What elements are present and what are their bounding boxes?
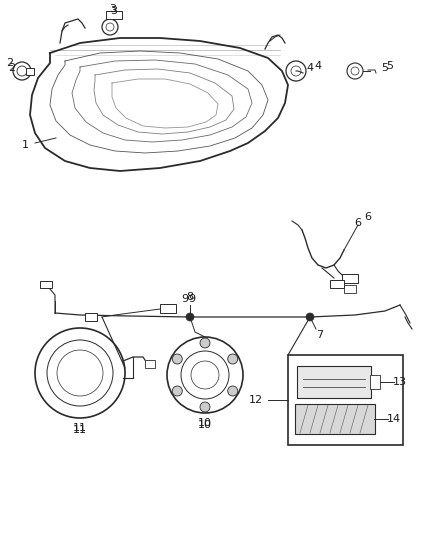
Circle shape xyxy=(200,338,210,348)
Text: 10: 10 xyxy=(198,420,212,430)
Text: 11: 11 xyxy=(73,423,87,433)
Text: 3: 3 xyxy=(110,6,117,16)
Text: 14: 14 xyxy=(387,414,401,424)
Text: 5: 5 xyxy=(381,63,389,73)
Circle shape xyxy=(200,402,210,412)
Bar xyxy=(288,355,403,445)
Text: 8: 8 xyxy=(187,292,194,302)
Text: 6: 6 xyxy=(354,218,361,228)
FancyBboxPatch shape xyxy=(297,366,371,398)
Circle shape xyxy=(172,386,182,396)
FancyBboxPatch shape xyxy=(295,404,375,434)
Bar xyxy=(145,360,155,368)
Text: 2: 2 xyxy=(7,58,14,68)
Text: 1: 1 xyxy=(21,140,28,150)
Circle shape xyxy=(228,354,238,364)
Text: 4: 4 xyxy=(314,61,321,71)
Bar xyxy=(330,280,344,288)
Text: 12: 12 xyxy=(249,395,263,405)
Bar xyxy=(342,274,358,283)
Bar xyxy=(106,11,122,19)
Circle shape xyxy=(172,354,182,364)
Text: 3: 3 xyxy=(110,4,117,14)
Bar xyxy=(344,285,356,293)
Circle shape xyxy=(306,313,314,321)
Text: 11: 11 xyxy=(73,425,87,435)
Text: 7: 7 xyxy=(316,330,324,340)
Text: 13: 13 xyxy=(393,377,407,387)
Text: 10: 10 xyxy=(198,418,212,428)
Bar xyxy=(160,304,176,313)
Bar xyxy=(370,375,380,389)
Text: 9: 9 xyxy=(188,294,195,304)
Bar xyxy=(85,313,97,321)
Text: 2: 2 xyxy=(8,63,16,73)
Text: 6: 6 xyxy=(364,212,371,222)
Circle shape xyxy=(228,386,238,396)
Circle shape xyxy=(186,313,194,321)
Text: 5: 5 xyxy=(386,61,393,71)
Text: 9: 9 xyxy=(181,294,189,304)
Bar xyxy=(26,68,34,75)
Bar xyxy=(40,281,52,288)
Text: 4: 4 xyxy=(307,63,314,73)
